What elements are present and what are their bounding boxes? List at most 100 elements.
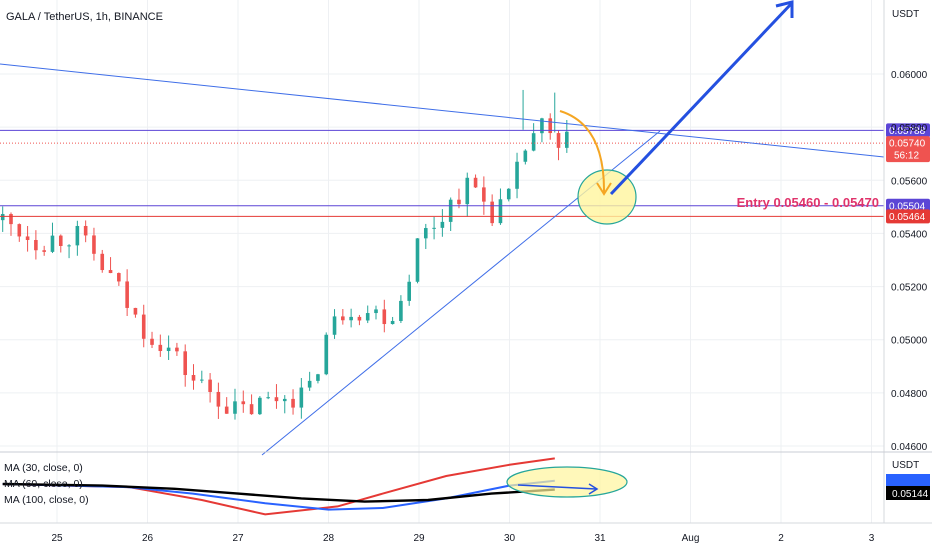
candle-body [349, 316, 353, 321]
entry-zone-label[interactable]: Entry 0.05460 - 0.05470 [737, 195, 879, 210]
candle-body [390, 320, 395, 325]
candle-body [208, 379, 212, 392]
candle-body [117, 273, 121, 282]
candle-body [42, 250, 46, 252]
candle-body [166, 347, 171, 352]
price-axis-currency: USDT [892, 9, 919, 20]
candle-body [307, 380, 312, 388]
candle-body [457, 199, 461, 205]
candle-body [341, 316, 345, 321]
candle-body [9, 214, 13, 225]
candle-body [100, 253, 105, 271]
candle-body [565, 131, 569, 148]
candle-body [548, 118, 553, 134]
candle-body [34, 239, 38, 251]
price-badge-label: 0.05788 [889, 126, 926, 137]
time-tick-label: 2 [778, 533, 784, 544]
candle-body [382, 309, 387, 325]
descending-trendline[interactable] [0, 63, 885, 158]
price-tick-label: 0.05800 [891, 123, 928, 134]
candle-body [83, 225, 88, 236]
candle-body [258, 397, 262, 415]
candle-body [125, 281, 129, 308]
candle-body [150, 338, 154, 345]
candle-body [473, 177, 478, 188]
ma-line-2[interactable] [2, 482, 555, 503]
candle-body [448, 199, 453, 222]
candle-body [523, 150, 528, 162]
ma30-legend[interactable]: MA (30, close, 0) [4, 462, 83, 474]
time-tick-label: 31 [594, 533, 606, 544]
candle-body [432, 227, 436, 229]
candle-body [498, 199, 503, 224]
ma-line-1[interactable] [2, 479, 555, 511]
price-badge-label: 0.05504 [889, 201, 926, 212]
drawings [0, 0, 885, 456]
candle-body [357, 316, 362, 321]
candle-body [191, 375, 196, 381]
moving-averages: 0.05144 [2, 457, 930, 516]
time-tick-label: 3 [869, 533, 875, 544]
candle-body [332, 316, 337, 335]
price-badge-label: 0.05464 [889, 212, 926, 223]
candle-body [58, 235, 63, 246]
price-badge [886, 136, 930, 163]
candle-body [399, 300, 403, 321]
ma100-badge [886, 486, 930, 500]
candle-body [482, 187, 486, 202]
price-badge-label: 0.05740 [889, 139, 926, 150]
time-tick-label: 27 [232, 533, 244, 544]
time-tick-label: Aug [682, 533, 700, 544]
ma100-badge-label: 0.05144 [892, 489, 929, 500]
pullback-arrow[interactable] [559, 110, 606, 194]
time-tick-label: 30 [504, 533, 516, 544]
candle-body [324, 334, 329, 375]
candle-body [316, 374, 320, 381]
ma-line-0[interactable] [2, 457, 555, 516]
indicator-axis-currency: USDT [892, 460, 919, 471]
ma-arrow[interactable] [517, 484, 597, 490]
candle-body [108, 270, 113, 274]
candle-body [282, 398, 287, 402]
price-tick-label: 0.05600 [891, 176, 928, 187]
candle-body [515, 161, 519, 189]
candle-body [465, 177, 470, 205]
target-arrow-head [775, 0, 794, 18]
symbol-title[interactable]: GALA / TetherUS, 1h, BINANCE [6, 11, 163, 23]
candle-body [531, 133, 536, 151]
candle-body [374, 309, 378, 314]
countdown-label: 56:12 [894, 151, 919, 162]
candle-body [556, 133, 561, 148]
target-arrow[interactable] [609, 2, 793, 196]
time-tick-label: 28 [323, 533, 335, 544]
candle-body [407, 281, 411, 301]
time-tick-label: 26 [142, 533, 154, 544]
candle-body [299, 387, 304, 408]
candle-body [200, 379, 204, 381]
candle-body [506, 188, 511, 200]
candle-body [216, 391, 221, 407]
ma60-badge [886, 474, 930, 486]
candle-body [274, 397, 279, 402]
price-badge [886, 123, 930, 138]
ma60-legend[interactable]: MA (60, close, 0) [4, 478, 83, 490]
ma-arrow-head [588, 483, 599, 495]
candle-body [0, 214, 5, 221]
candle-body [175, 347, 179, 352]
candle-body [490, 201, 494, 224]
candle-body [67, 245, 71, 247]
ma-highlight-ellipse[interactable] [506, 466, 628, 498]
candle-body [133, 307, 138, 315]
candle-body [92, 235, 96, 254]
candles [0, 89, 569, 420]
candle-body [17, 224, 22, 237]
candle-body [158, 344, 163, 352]
candle-body [233, 401, 237, 414]
ma100-legend[interactable]: MA (100, close, 0) [4, 494, 89, 506]
time-tick-label: 29 [413, 533, 425, 544]
candle-body [50, 235, 55, 252]
